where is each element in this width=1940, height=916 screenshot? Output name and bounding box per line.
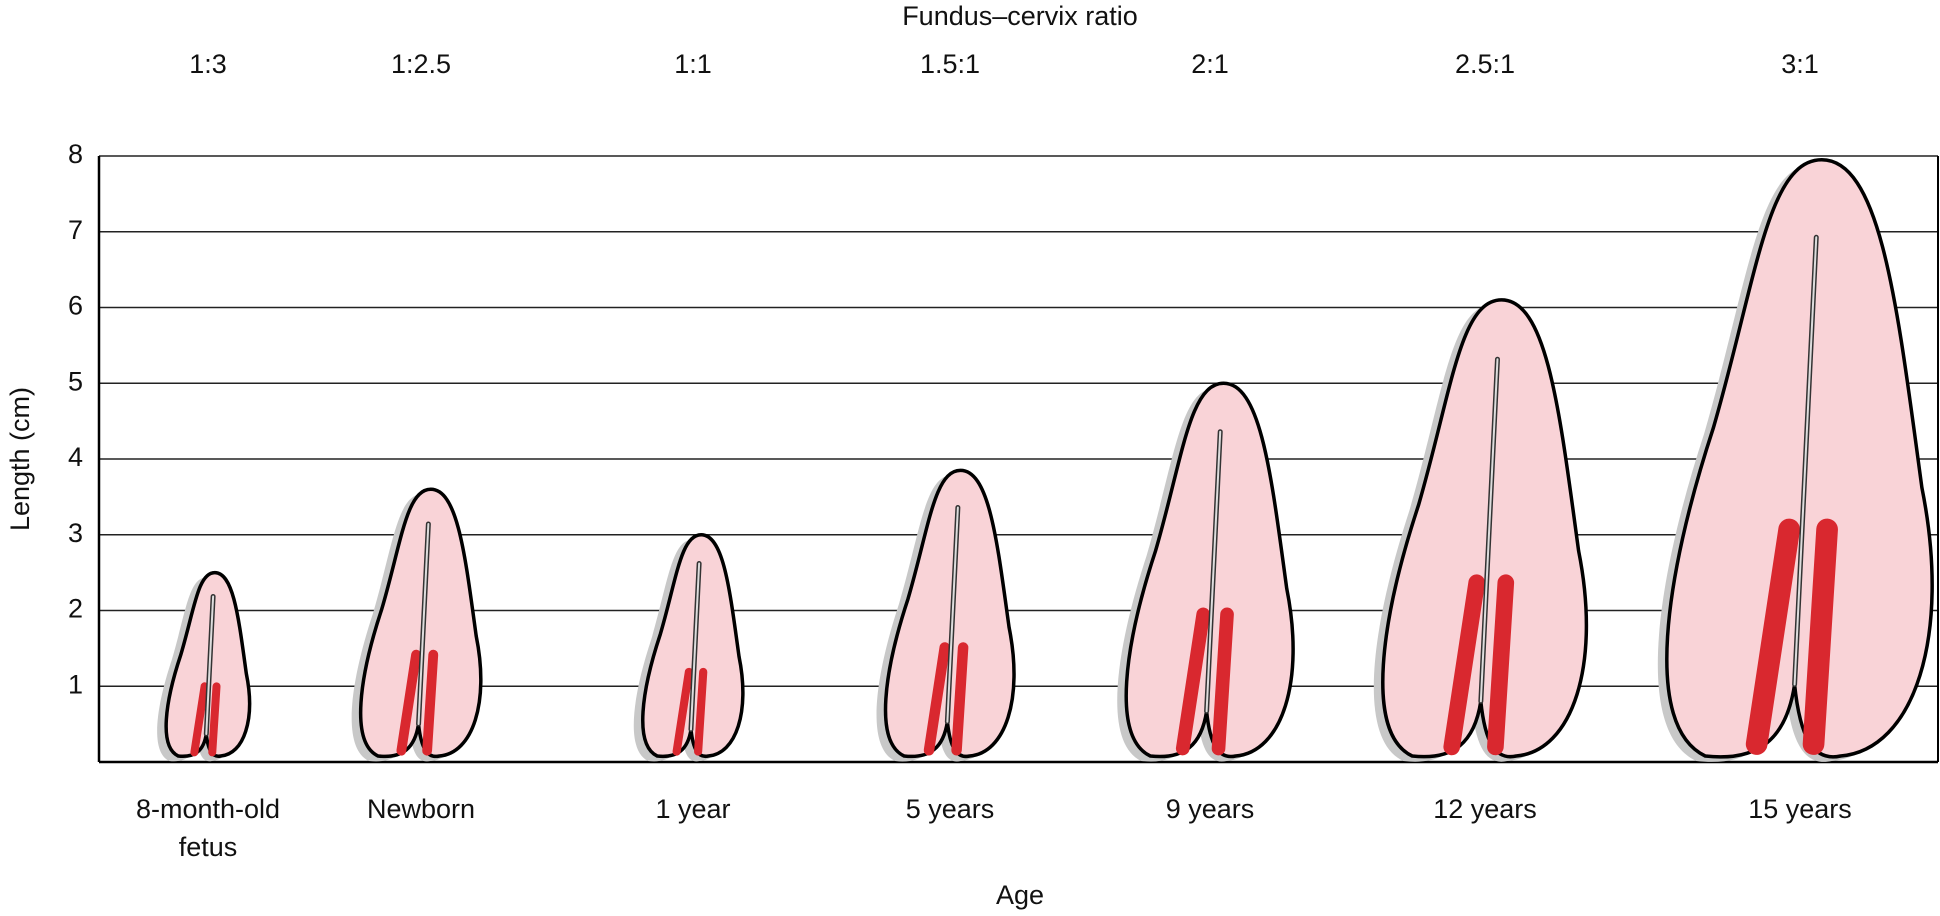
ratio-label: 1:2.5 xyxy=(391,49,451,79)
red-stripe xyxy=(694,667,708,756)
red-stripe xyxy=(672,667,693,756)
x-axis-label: Age xyxy=(996,880,1044,910)
category-label: 5 years xyxy=(905,794,995,824)
y-axis-label: Length (cm) xyxy=(5,387,35,531)
cervical-canal-inner xyxy=(1793,236,1818,686)
ratio-label: 2:1 xyxy=(1191,49,1229,79)
uterus xyxy=(1381,298,1589,759)
category-label: Newborn xyxy=(366,794,476,824)
red-stripe xyxy=(190,682,209,757)
uterus xyxy=(883,468,1016,759)
cervical-canal-inner xyxy=(417,522,430,725)
y-tick-label: 4 xyxy=(68,442,83,472)
ratio-label: 1:1 xyxy=(674,49,712,79)
red-stripe xyxy=(1487,574,1515,756)
category-label: 12 years xyxy=(1433,794,1537,824)
red-stripe xyxy=(422,649,439,756)
cervical-canal-inner xyxy=(1205,430,1222,713)
category-label: 9 years xyxy=(1165,794,1255,824)
category-label: 1 year xyxy=(655,794,731,824)
red-stripe xyxy=(1175,607,1210,756)
red-stripe xyxy=(923,642,951,756)
red-stripe xyxy=(1211,607,1234,756)
y-tick-label: 2 xyxy=(68,594,83,624)
uterus xyxy=(1124,381,1295,759)
cervical-canal-inner xyxy=(205,595,215,735)
ratio-label: 1:3 xyxy=(189,49,227,79)
uterus xyxy=(1665,158,1934,759)
y-tick-label: 7 xyxy=(68,215,83,245)
category-label: 15 years xyxy=(1748,794,1852,824)
cervical-canal-inner xyxy=(689,562,701,731)
y-tick-label: 5 xyxy=(68,366,83,396)
chart-title: Fundus–cervix ratio xyxy=(902,1,1138,31)
cervical-canal-inner xyxy=(946,506,959,723)
uterus xyxy=(358,487,483,759)
red-stripe xyxy=(1802,518,1838,755)
y-tick-label: 6 xyxy=(68,291,83,321)
y-tick-label: 3 xyxy=(68,518,83,548)
red-stripe xyxy=(1745,518,1800,755)
ratio-label: 1.5:1 xyxy=(920,49,980,79)
ratio-label: 2.5:1 xyxy=(1455,49,1515,79)
red-stripe xyxy=(1443,574,1485,756)
red-stripe xyxy=(396,649,422,756)
red-stripe xyxy=(951,642,969,756)
cervical-canal-inner xyxy=(1479,358,1499,703)
red-stripe xyxy=(208,682,221,757)
y-tick-label: 1 xyxy=(68,669,83,699)
y-tick-label: 8 xyxy=(68,139,83,169)
ratio-label: 3:1 xyxy=(1781,49,1819,79)
category-label: 8-month-old fetus xyxy=(135,794,281,862)
